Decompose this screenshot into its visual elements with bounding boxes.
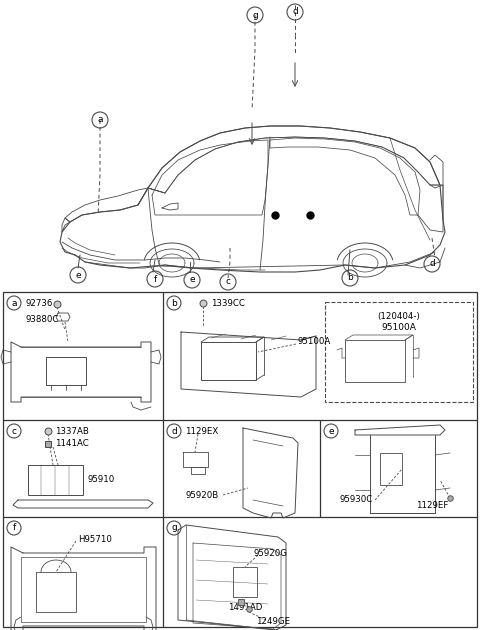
Text: 93880C: 93880C bbox=[25, 314, 59, 323]
Text: f: f bbox=[12, 524, 16, 532]
Text: 95910: 95910 bbox=[88, 476, 115, 484]
Text: d: d bbox=[292, 8, 298, 16]
Text: H95710: H95710 bbox=[78, 534, 112, 544]
Text: 1141AC: 1141AC bbox=[55, 440, 89, 449]
Text: 1491AD: 1491AD bbox=[228, 602, 263, 612]
Text: a: a bbox=[11, 299, 17, 307]
Text: 95920G: 95920G bbox=[253, 549, 287, 558]
Text: e: e bbox=[328, 427, 334, 435]
Text: 92736: 92736 bbox=[25, 299, 52, 309]
Bar bbox=[345, 340, 405, 382]
Bar bbox=[233, 567, 257, 597]
Text: f: f bbox=[154, 275, 156, 284]
Text: b: b bbox=[347, 273, 353, 282]
Text: g: g bbox=[171, 524, 177, 532]
Text: 1337AB: 1337AB bbox=[55, 427, 89, 435]
Bar bbox=[46, 357, 86, 385]
Bar bbox=[3, 292, 477, 627]
Text: 95930C: 95930C bbox=[340, 496, 373, 505]
Text: b: b bbox=[171, 299, 177, 307]
Text: 1339CC: 1339CC bbox=[211, 299, 245, 307]
Bar bbox=[28, 465, 83, 495]
Bar bbox=[36, 572, 76, 612]
Text: (120404-): (120404-) bbox=[378, 311, 420, 321]
Text: 1129EX: 1129EX bbox=[185, 428, 218, 437]
Text: d: d bbox=[171, 427, 177, 435]
Text: c: c bbox=[226, 277, 230, 287]
Text: e: e bbox=[189, 275, 195, 285]
Text: 95100A: 95100A bbox=[382, 323, 417, 333]
Bar bbox=[325, 302, 473, 402]
Bar bbox=[201, 342, 256, 380]
Text: d: d bbox=[429, 260, 435, 268]
Text: c: c bbox=[12, 427, 16, 435]
Text: 1249GE: 1249GE bbox=[256, 617, 290, 626]
Text: g: g bbox=[252, 11, 258, 20]
Bar bbox=[380, 453, 402, 485]
Text: 95100A: 95100A bbox=[298, 338, 331, 346]
Text: a: a bbox=[97, 115, 103, 125]
Bar bbox=[21, 557, 146, 622]
Text: 1129EF: 1129EF bbox=[416, 500, 448, 510]
Text: e: e bbox=[75, 270, 81, 280]
Text: 95920B: 95920B bbox=[185, 491, 218, 500]
